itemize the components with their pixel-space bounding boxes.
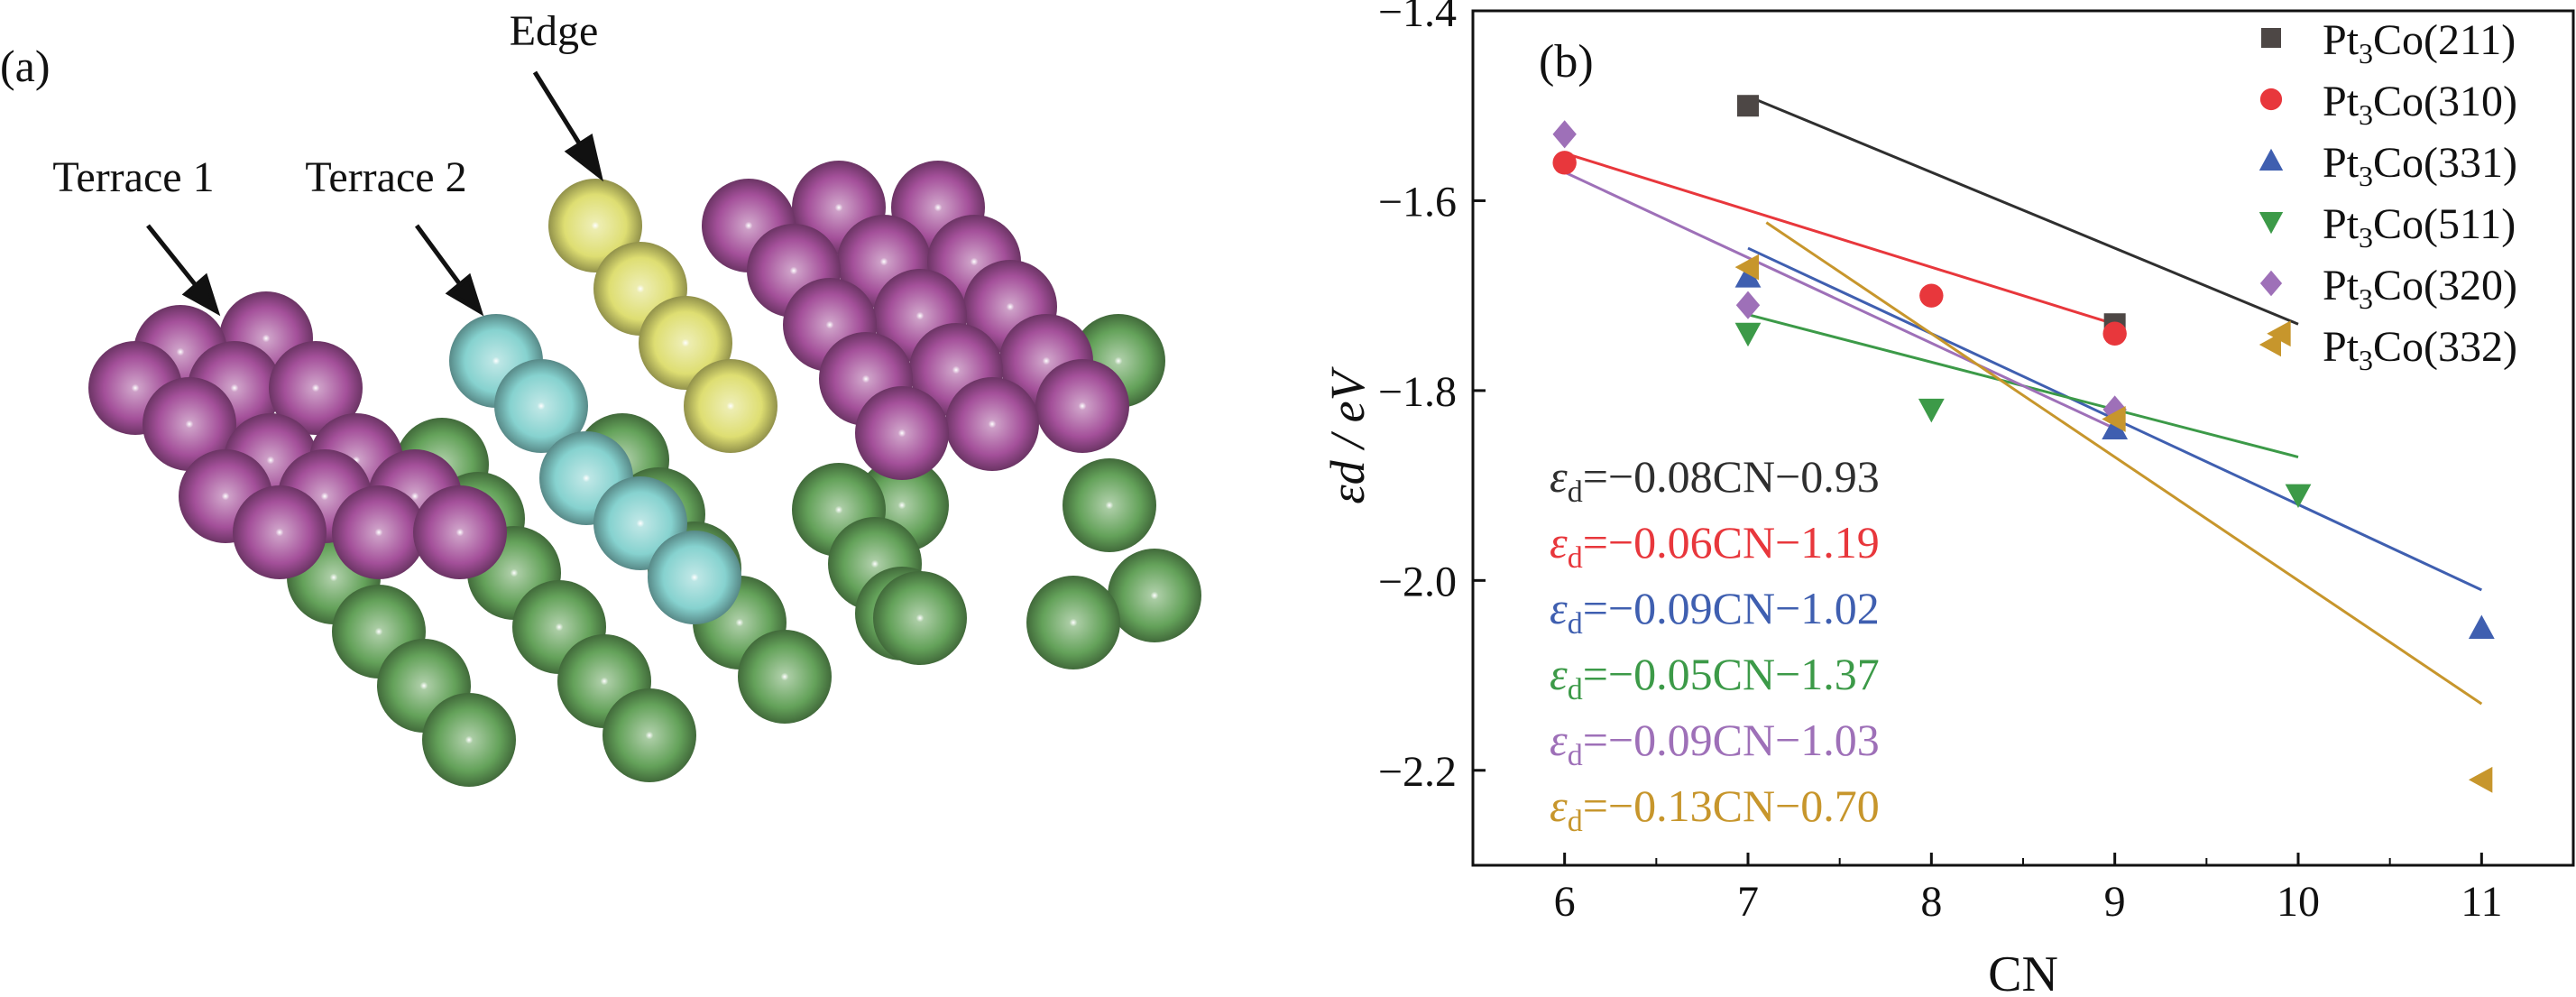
fit-line xyxy=(1564,152,2116,326)
fit-equation: εd=−0.06CN−1.19 xyxy=(1550,517,1880,575)
legend-marker xyxy=(2259,88,2283,111)
data-point xyxy=(1735,291,1761,319)
terrace-1-arrow-line xyxy=(146,224,200,291)
sub-atom xyxy=(1063,458,1156,552)
pt-atom xyxy=(269,341,363,435)
legend: Pt3Co(211) Pt3Co(310) Pt3Co(331) Pt3Co(511)… xyxy=(2259,16,2517,376)
data-point xyxy=(2468,614,2495,639)
x-tick-label: 7 xyxy=(1737,878,1759,926)
pt-atom xyxy=(332,485,426,579)
data-point xyxy=(2102,406,2126,432)
fit-equations: εd=−0.08CN−0.93 εd=−0.06CN−1.19 εd=−0.09CN… xyxy=(1550,451,1880,838)
x-tick-label: 10 xyxy=(2277,878,2320,926)
data-point xyxy=(1918,398,1945,423)
legend-marker xyxy=(2259,332,2281,357)
legend-marker xyxy=(2259,148,2284,171)
sub-atom xyxy=(603,688,696,782)
sub-atom xyxy=(422,693,516,787)
legend-label: Pt3Co(511) xyxy=(2323,200,2516,254)
annotation-arrows xyxy=(146,70,604,317)
edge-atom xyxy=(684,359,777,453)
fit-equation: εd=−0.09CN−1.03 xyxy=(1550,715,1880,772)
pt-atom xyxy=(413,485,507,579)
terrace-1-annotation: Terrace 1 xyxy=(52,153,214,201)
legend-marker xyxy=(2261,28,2281,48)
legend-label: Pt3Co(331) xyxy=(2323,139,2517,192)
terrace-1-arrow-head xyxy=(181,272,221,317)
panel-b-label: (b) xyxy=(1539,36,1594,88)
terrace2-atom xyxy=(648,531,741,624)
data-markers xyxy=(1552,95,2495,793)
legend-label: Pt3Co(211) xyxy=(2323,16,2516,69)
y-tick-label: −1.6 xyxy=(1378,178,1457,226)
legend-label: Pt3Co(310) xyxy=(2323,78,2517,131)
fit-equation: εd=−0.09CN−1.02 xyxy=(1550,583,1880,641)
y-tick-label: −2.0 xyxy=(1378,558,1457,605)
sub-atom xyxy=(873,571,967,665)
terrace2-atom xyxy=(494,359,588,453)
pt-atom xyxy=(855,386,949,480)
pt-atom xyxy=(945,377,1039,471)
x-tick-label: 11 xyxy=(2461,878,2502,926)
slab-model-panel: (a) Edge Terrace 1 Terrace 2 xyxy=(0,7,1201,787)
data-point xyxy=(1552,120,1577,149)
chart-panel: (b) −1.4 −1.6 −1.8 −2.0 −2.2 6 7 8 9 10 11 CN εd … xyxy=(1320,0,2575,997)
data-point xyxy=(1919,283,1944,308)
data-point xyxy=(2267,320,2291,347)
legend-marker xyxy=(2259,270,2283,297)
fit-line xyxy=(1747,95,2299,326)
sub-atom xyxy=(1108,549,1201,642)
edge-arrow-line xyxy=(532,70,585,151)
fit-line xyxy=(1765,221,2483,706)
y-axis-title: εd / eV xyxy=(1320,365,1375,503)
sub-atom xyxy=(738,630,832,724)
fit-equation: εd=−0.13CN−0.70 xyxy=(1550,780,1880,838)
pt-atom xyxy=(233,485,327,579)
fit-lines xyxy=(1564,95,2483,706)
fit-line xyxy=(1564,171,2116,430)
data-point xyxy=(1734,263,1762,288)
x-tick-label: 8 xyxy=(1920,878,1942,926)
data-point xyxy=(2102,415,2129,439)
y-axis: −1.4 −1.6 −1.8 −2.0 −2.2 xyxy=(1378,0,1486,796)
legend-label: Pt3Co(332) xyxy=(2323,323,2517,376)
panel-a-label: (a) xyxy=(0,41,51,91)
terrace-2-arrow-head xyxy=(445,272,484,317)
legend-marker xyxy=(2259,212,2284,235)
edge-annotation: Edge xyxy=(510,7,599,55)
x-tick-label: 6 xyxy=(1554,878,1576,926)
data-point xyxy=(2468,766,2493,793)
x-tick-label: 9 xyxy=(2104,878,2126,926)
data-point xyxy=(2102,321,2127,346)
terrace-2-annotation: Terrace 2 xyxy=(305,153,466,201)
data-point xyxy=(1734,322,1762,347)
y-tick-label: −2.2 xyxy=(1378,748,1457,796)
x-axis-title: CN xyxy=(1988,946,2058,997)
terrace-2-arrow-line xyxy=(414,224,465,289)
pt-atom xyxy=(143,377,236,471)
data-point xyxy=(1734,254,1759,281)
fit-equation: εd=−0.05CN−1.37 xyxy=(1550,649,1880,706)
y-tick-label: −1.4 xyxy=(1378,0,1457,36)
data-point xyxy=(2285,484,2312,509)
edge-arrow-head xyxy=(564,133,604,182)
data-point xyxy=(1737,95,1759,117)
legend-label: Pt3Co(320) xyxy=(2323,262,2517,315)
atom-spheres xyxy=(88,161,1201,787)
y-tick-label: −1.8 xyxy=(1378,368,1457,416)
pt-atom xyxy=(1035,359,1129,453)
sub-atom xyxy=(1026,576,1120,669)
fit-equation: εd=−0.08CN−0.93 xyxy=(1550,451,1880,509)
data-point xyxy=(1552,151,1577,175)
x-axis: 6 7 8 9 10 11 xyxy=(1554,853,2502,926)
